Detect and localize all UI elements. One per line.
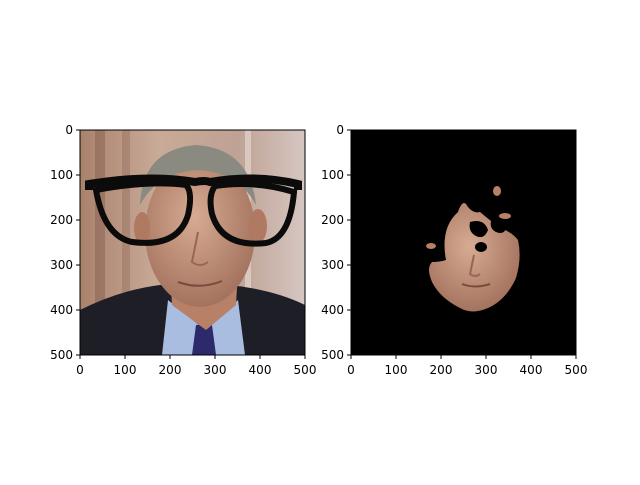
left-y-tick-label: 100 xyxy=(50,168,73,182)
left-axes-frame xyxy=(79,129,306,356)
left-y-tick-label: 0 xyxy=(65,123,73,137)
right-x-tick-label: 200 xyxy=(430,363,453,377)
right-y-tick-label: 500 xyxy=(321,348,344,362)
left-x-tick-label: 500 xyxy=(294,363,317,377)
right-y-tick-label: 300 xyxy=(321,258,344,272)
right-x-tick-label: 0 xyxy=(347,363,355,377)
right-image xyxy=(351,130,576,355)
right-y-tick-label: 200 xyxy=(321,213,344,227)
right-x-tick-label: 500 xyxy=(565,363,588,377)
left-y-tick-label: 200 xyxy=(50,213,73,227)
left-x-tick-label: 100 xyxy=(114,363,137,377)
left-x-tick-label: 300 xyxy=(204,363,227,377)
left-y-tick-label: 300 xyxy=(50,258,73,272)
right-y-tick-label: 0 xyxy=(336,123,344,137)
right-x-tick-label: 100 xyxy=(385,363,408,377)
right-y-tick-label: 100 xyxy=(321,168,344,182)
left-image xyxy=(80,130,305,355)
right-x-tick-label: 300 xyxy=(475,363,498,377)
right-y-tick-label: 400 xyxy=(321,303,344,317)
right-x-tick-label: 400 xyxy=(520,363,543,377)
left-x-tick-label: 400 xyxy=(249,363,272,377)
right-axes-frame xyxy=(350,129,577,356)
left-x-tick-label: 0 xyxy=(76,363,84,377)
left-y-tick-label: 400 xyxy=(50,303,73,317)
left-x-tick-label: 200 xyxy=(159,363,182,377)
left-y-tick-label: 500 xyxy=(50,348,73,362)
